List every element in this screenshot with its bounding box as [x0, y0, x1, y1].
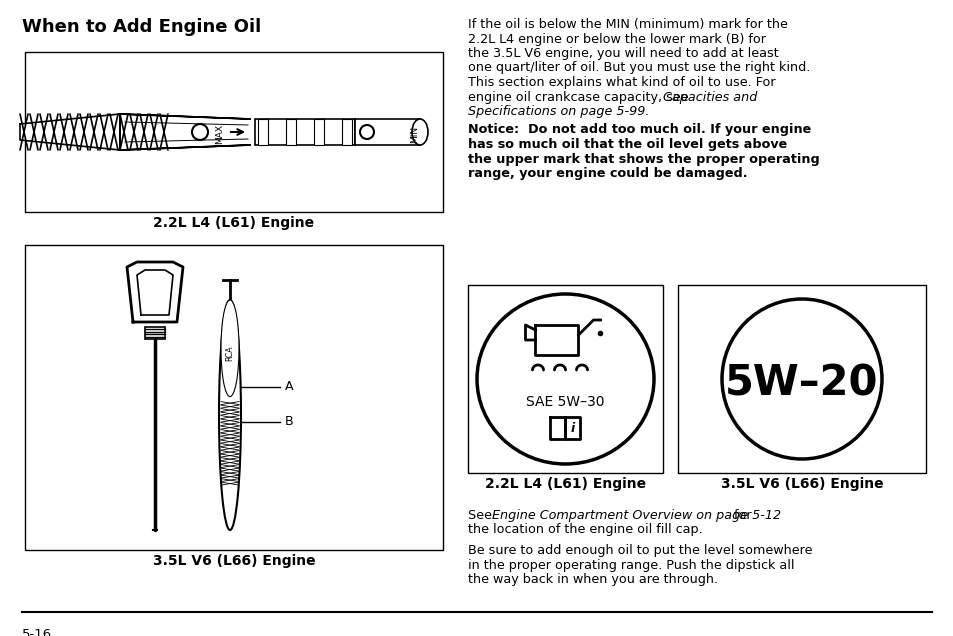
Text: Be sure to add enough oil to put the level somewhere: Be sure to add enough oil to put the lev…: [468, 544, 812, 557]
Polygon shape: [137, 270, 172, 315]
Text: i: i: [570, 422, 575, 435]
Text: the way back in when you are through.: the way back in when you are through.: [468, 573, 718, 586]
Text: 5-16: 5-16: [22, 628, 52, 636]
Polygon shape: [120, 114, 250, 150]
Text: This section explains what kind of oil to use. For: This section explains what kind of oil t…: [468, 76, 775, 89]
Text: in the proper operating range. Push the dipstick all: in the proper operating range. Push the …: [468, 558, 794, 572]
Text: Engine Compartment Overview on page 5-12: Engine Compartment Overview on page 5-12: [492, 509, 781, 522]
Bar: [355, 119, 419, 145]
Bar: [25, 52, 442, 212]
Bar: [678, 285, 925, 473]
Text: 2.2L L4 (L61) Engine: 2.2L L4 (L61) Engine: [153, 216, 314, 230]
Bar: [257, 119, 268, 145]
Text: for: for: [729, 509, 751, 522]
Text: Notice:  Do not add too much oil. If your engine: Notice: Do not add too much oil. If your…: [468, 123, 810, 137]
Text: engine oil crankcase capacity, see: engine oil crankcase capacity, see: [468, 90, 692, 104]
Ellipse shape: [219, 300, 241, 530]
Text: MIN: MIN: [410, 125, 418, 142]
Circle shape: [721, 299, 882, 459]
Text: A: A: [285, 380, 294, 393]
Bar: [25, 245, 442, 550]
Text: the location of the engine oil fill cap.: the location of the engine oil fill cap.: [468, 523, 702, 537]
Circle shape: [359, 125, 374, 139]
Text: RCA: RCA: [225, 345, 234, 361]
Polygon shape: [127, 262, 183, 322]
Ellipse shape: [412, 119, 428, 145]
Circle shape: [192, 124, 208, 140]
Text: B: B: [285, 415, 294, 428]
Text: 2.2L L4 (L61) Engine: 2.2L L4 (L61) Engine: [484, 477, 645, 491]
Text: 3.5L V6 (L66) Engine: 3.5L V6 (L66) Engine: [720, 477, 882, 491]
Text: SAE 5W–30: SAE 5W–30: [526, 395, 604, 409]
Bar: [341, 119, 352, 145]
Text: MAX: MAX: [214, 124, 224, 144]
Text: Capacities and: Capacities and: [662, 90, 757, 104]
Ellipse shape: [221, 300, 239, 397]
Text: When to Add Engine Oil: When to Add Engine Oil: [22, 18, 261, 36]
Text: 3.5L V6 (L66) Engine: 3.5L V6 (L66) Engine: [152, 554, 315, 568]
Bar: [145, 327, 165, 339]
Text: the 3.5L V6 engine, you will need to add at least: the 3.5L V6 engine, you will need to add…: [468, 47, 778, 60]
Text: 2.2L L4 engine or below the lower mark (B) for: 2.2L L4 engine or below the lower mark (…: [468, 32, 765, 46]
Text: the upper mark that shows the proper operating: the upper mark that shows the proper ope…: [468, 153, 819, 165]
Text: Specifications on page 5-99.: Specifications on page 5-99.: [468, 105, 649, 118]
Bar: [314, 119, 324, 145]
Text: has so much oil that the oil level gets above: has so much oil that the oil level gets …: [468, 138, 786, 151]
Polygon shape: [20, 114, 120, 150]
Text: one quart/liter of oil. But you must use the right kind.: one quart/liter of oil. But you must use…: [468, 62, 809, 74]
Text: If the oil is below the MIN (minimum) mark for the: If the oil is below the MIN (minimum) ma…: [468, 18, 787, 31]
Text: 5W–20: 5W–20: [724, 363, 878, 405]
Bar: [468, 285, 662, 473]
Text: See: See: [468, 509, 496, 522]
Bar: [254, 119, 355, 145]
Bar: [286, 119, 295, 145]
Text: range, your engine could be damaged.: range, your engine could be damaged.: [468, 167, 747, 180]
Ellipse shape: [476, 294, 654, 464]
